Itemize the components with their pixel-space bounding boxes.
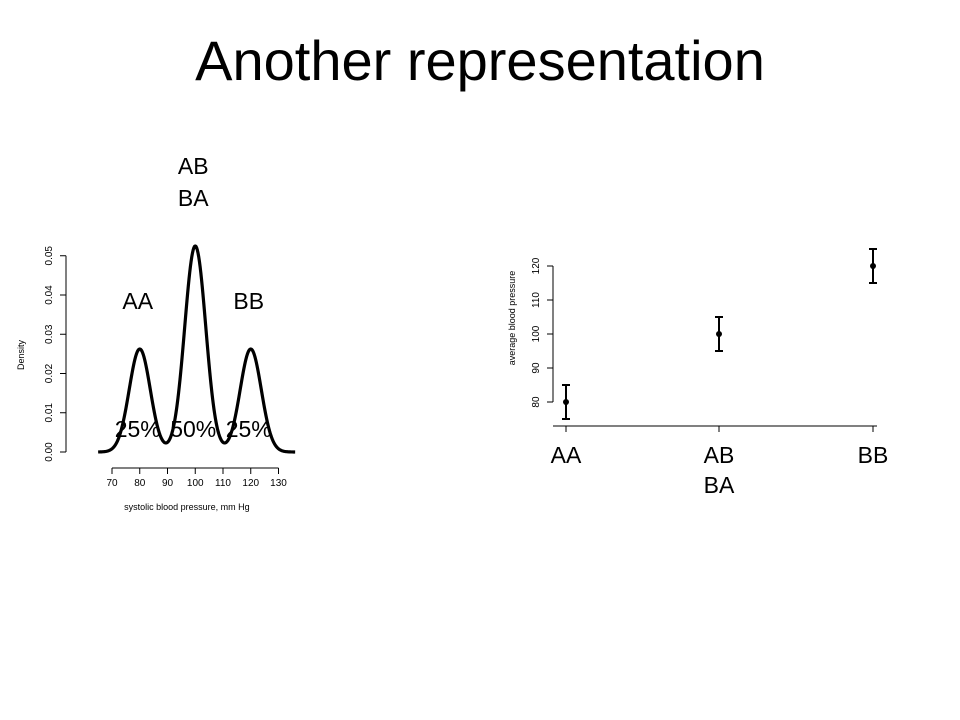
x-tick-label: 100 bbox=[187, 478, 204, 489]
x-tick-label: 80 bbox=[134, 478, 146, 489]
percent-label: 50% bbox=[170, 416, 216, 442]
x-tick-label: 110 bbox=[215, 478, 231, 489]
y-tick-label: 110 bbox=[531, 292, 542, 308]
x-tick-label: 70 bbox=[106, 478, 118, 489]
y-tick-label: 80 bbox=[531, 396, 542, 408]
y-tick-label: 0.05 bbox=[44, 246, 55, 266]
category-label: BA bbox=[704, 472, 735, 498]
y-tick-label: 120 bbox=[531, 257, 542, 274]
density-plot: 70 80 90 100 110 120 130 systolic blood pressur… bbox=[16, 153, 297, 512]
data-point bbox=[563, 399, 569, 405]
data-point bbox=[716, 331, 722, 337]
y-tick-label: 0.03 bbox=[44, 324, 55, 344]
genotype-label: AA bbox=[122, 288, 153, 314]
y-tick-label: 90 bbox=[531, 362, 542, 374]
y-axis-label: average blood pressure bbox=[507, 271, 517, 366]
y-axis-label: Density bbox=[16, 339, 26, 370]
y-tick-label: 0.01 bbox=[44, 403, 55, 423]
category-label: AA bbox=[551, 442, 582, 468]
x-axis-label: systolic blood pressure, mm Hg bbox=[124, 502, 250, 512]
category-label: BB bbox=[858, 442, 889, 468]
data-point bbox=[870, 263, 876, 269]
y-tick-label: 0.02 bbox=[44, 363, 55, 383]
density-curve bbox=[97, 244, 297, 454]
genotype-label: BB bbox=[233, 288, 264, 314]
x-tick-label: 90 bbox=[162, 478, 174, 489]
x-tick-label: 120 bbox=[242, 478, 259, 489]
category-label: AB bbox=[704, 442, 735, 468]
y-tick-label: 0.04 bbox=[44, 285, 55, 305]
genotype-label: BA bbox=[178, 185, 209, 211]
percent-label: 25% bbox=[115, 416, 161, 442]
slide-title: Another representation bbox=[195, 29, 765, 92]
y-tick-label: 0.00 bbox=[44, 442, 55, 462]
x-tick-label: 130 bbox=[270, 478, 287, 489]
mean-bp-plot: 80 90 100 110 120 average blood pressure AA AB B… bbox=[507, 248, 889, 498]
genotype-label: AB bbox=[178, 153, 209, 179]
y-tick-label: 100 bbox=[531, 325, 542, 342]
percent-label: 25% bbox=[226, 416, 272, 442]
